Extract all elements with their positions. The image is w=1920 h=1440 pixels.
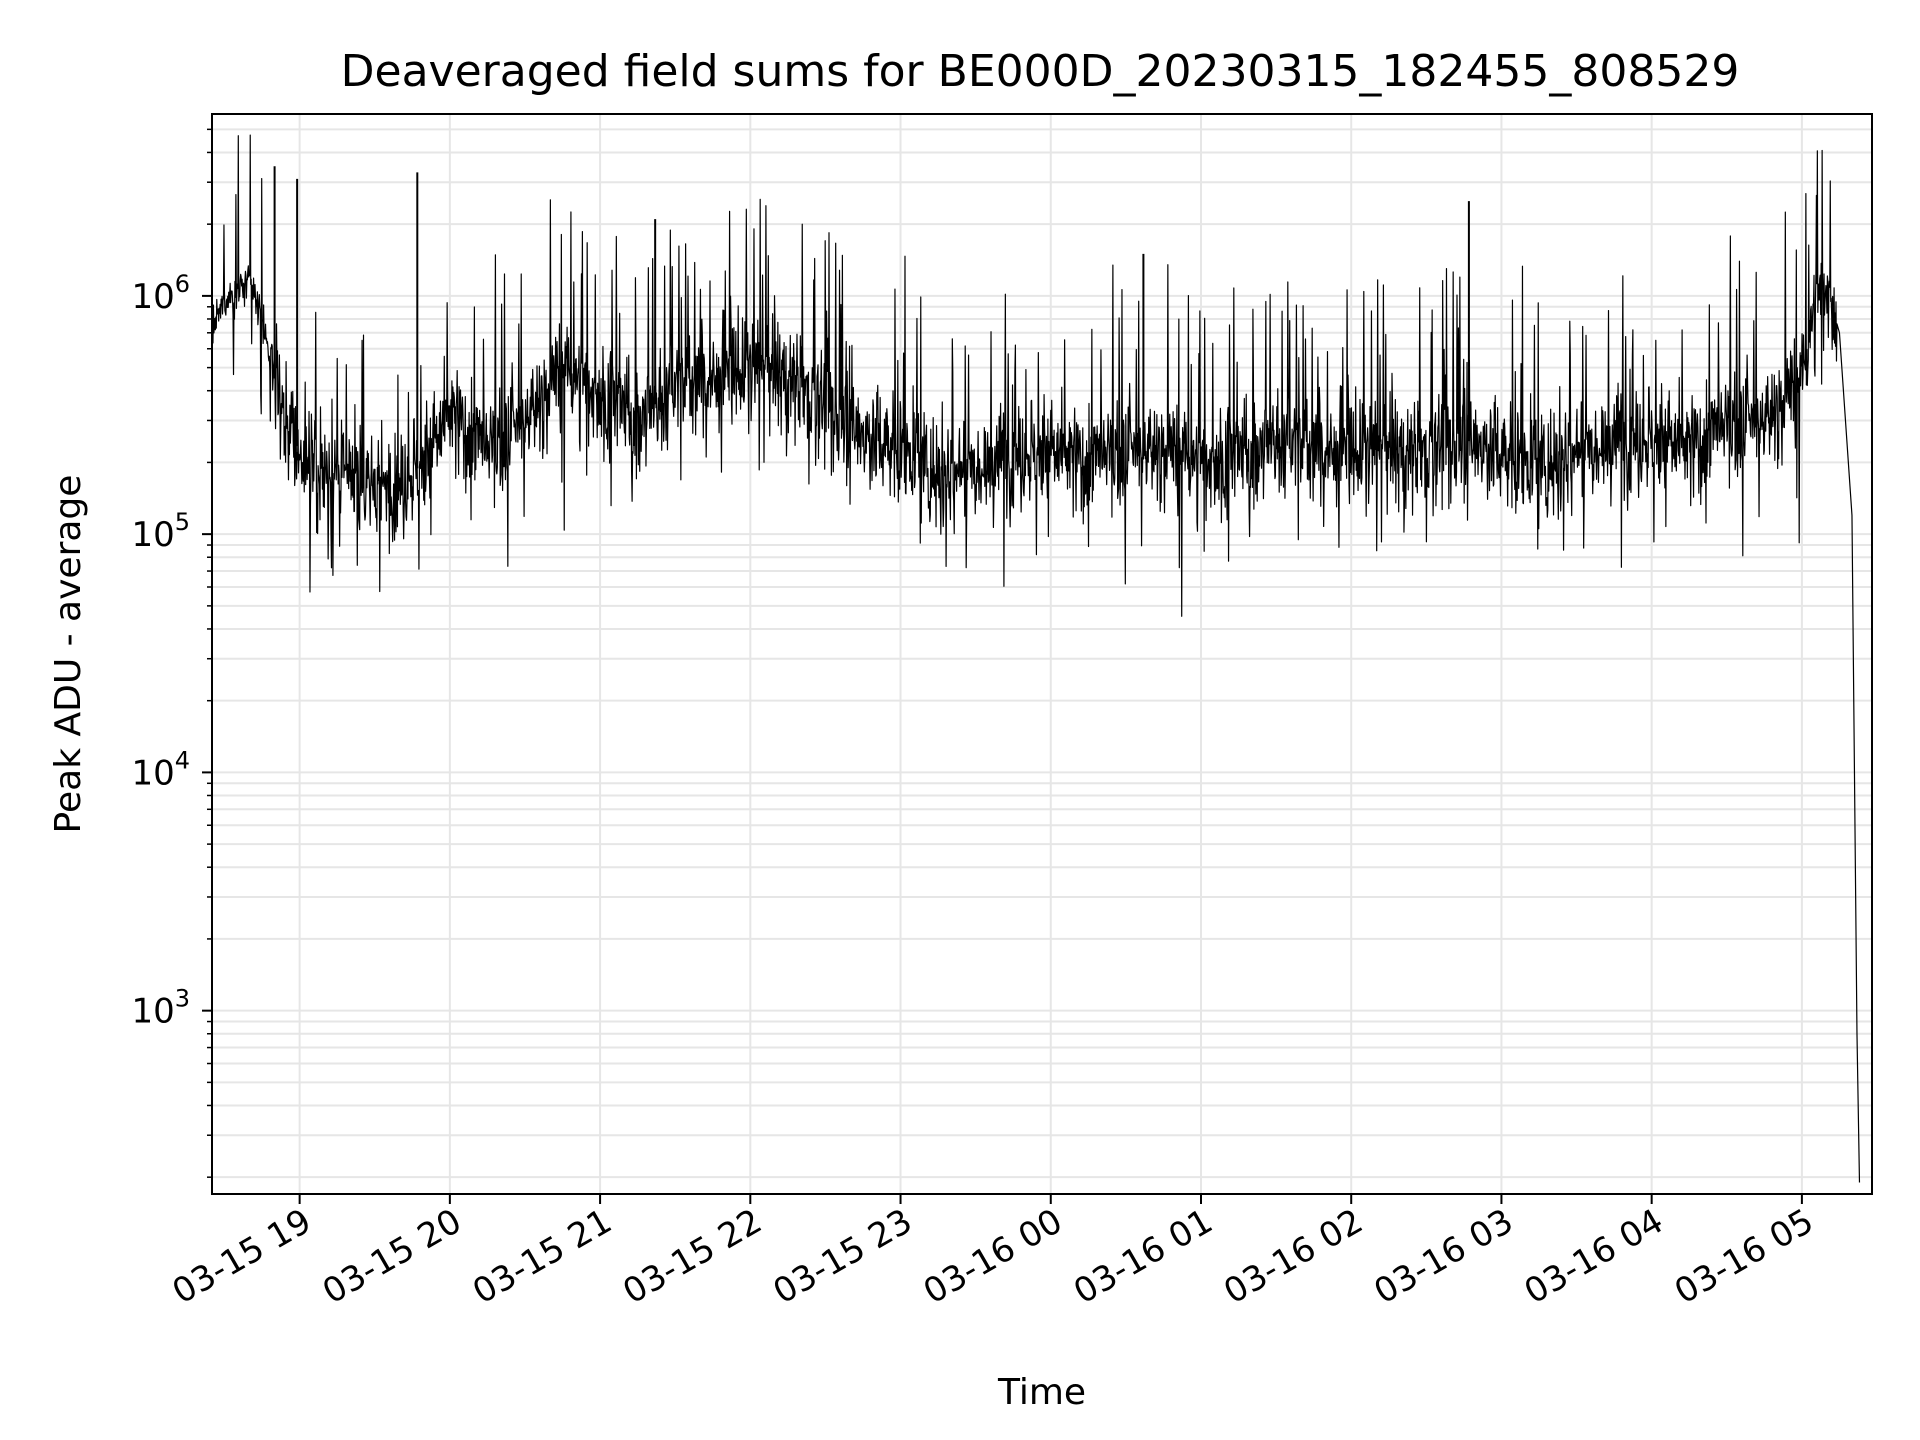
y-tick-label: 106: [131, 270, 190, 317]
series-line: [211, 134, 1861, 1183]
y-tick-label: 103: [131, 985, 190, 1032]
x-axis-label: Time: [997, 1372, 1086, 1413]
grid: [212, 114, 1872, 1194]
y-axis-label: Peak ADU - average: [48, 475, 89, 834]
y-tick-label: 104: [131, 746, 190, 793]
data-line-group: [211, 134, 1861, 1183]
y-tick-label: 105: [131, 508, 190, 555]
chart-title: Deaveraged field sums for BE000D_2023031…: [341, 46, 1740, 97]
plot-frame: [211, 113, 1873, 1195]
y-axis: 103 104 105 106: [131, 128, 212, 1178]
